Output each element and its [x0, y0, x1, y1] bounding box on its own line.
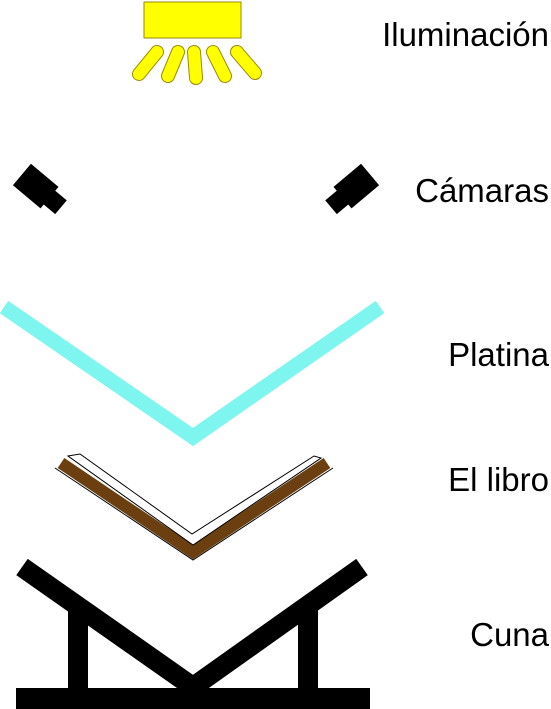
lamp-housing	[143, 1, 242, 39]
camera-right-icon	[325, 163, 380, 215]
book-cover	[57, 458, 331, 560]
cradle-left-leg	[68, 605, 88, 693]
book-pages	[66, 453, 323, 546]
cradle-right-leg	[298, 605, 318, 693]
label-platen: Platina	[448, 336, 549, 373]
label-cameras: Cámaras	[415, 172, 549, 209]
cradle-base	[16, 688, 370, 709]
lamp	[132, 1, 262, 85]
label-book: El libro	[448, 461, 549, 498]
cradle	[16, 558, 370, 709]
book	[54, 453, 334, 561]
camera-left-icon	[12, 163, 67, 215]
label-illumination: Iluminación	[382, 16, 549, 53]
platen	[0, 300, 385, 447]
label-cradle: Cuna	[470, 616, 549, 653]
